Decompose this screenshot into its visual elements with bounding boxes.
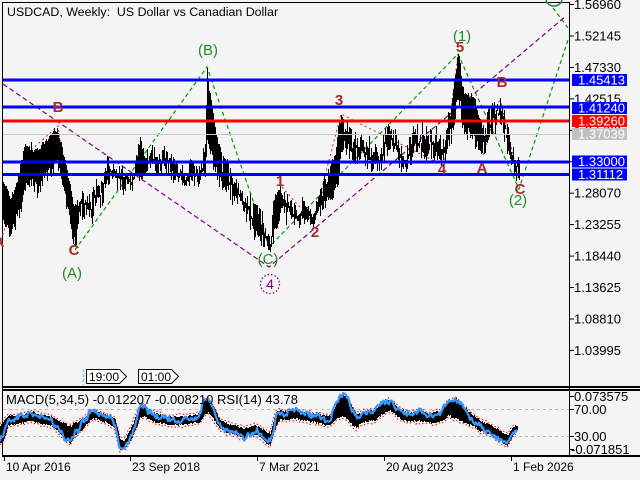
- svg-text:(1): (1): [453, 28, 471, 45]
- svg-text:10 Apr 2016: 10 Apr 2016: [6, 460, 71, 474]
- svg-text:B: B: [53, 99, 64, 116]
- svg-text:3: 3: [335, 92, 343, 109]
- svg-text:1.56960: 1.56960: [574, 0, 621, 12]
- svg-text:1.37039: 1.37039: [578, 127, 625, 142]
- svg-text:-0.071851: -0.071851: [571, 442, 630, 457]
- svg-text:19:00: 19:00: [89, 370, 119, 384]
- svg-text:23 Sep 2018: 23 Sep 2018: [132, 460, 200, 474]
- svg-text:MACD(5,34,5) -0.012207 -0.0082: MACD(5,34,5) -0.012207 -0.008210 RSI(14)…: [6, 392, 298, 407]
- svg-text:B: B: [497, 74, 508, 91]
- svg-text:1.13625: 1.13625: [574, 280, 621, 295]
- svg-text:1: 1: [276, 173, 284, 190]
- svg-text:1.39260: 1.39260: [578, 114, 625, 129]
- svg-text:USDCAD, Weekly: US Dollar vs: USDCAD, Weekly: US Dollar vs Canadian Do…: [7, 5, 278, 19]
- svg-text:20 Aug 2023: 20 Aug 2023: [386, 460, 454, 474]
- svg-text:7 Mar 2021: 7 Mar 2021: [259, 460, 320, 474]
- svg-text:1.08810: 1.08810: [574, 312, 621, 327]
- svg-text:1.47330: 1.47330: [574, 60, 621, 75]
- svg-text:1.28070: 1.28070: [574, 186, 621, 201]
- svg-text:70.00: 70.00: [574, 402, 607, 417]
- svg-text:A: A: [0, 234, 5, 251]
- svg-text:4: 4: [266, 276, 274, 292]
- svg-text:0.073575: 0.073575: [574, 389, 628, 404]
- svg-text:01:00: 01:00: [141, 370, 171, 384]
- svg-text:(A): (A): [62, 265, 82, 282]
- svg-text:1.03995: 1.03995: [574, 343, 621, 358]
- svg-text:A: A: [477, 160, 488, 177]
- svg-text:30.00: 30.00: [574, 429, 607, 444]
- svg-text:5: 5: [456, 39, 464, 56]
- svg-text:1 Feb 2026: 1 Feb 2026: [513, 460, 574, 474]
- svg-text:C: C: [69, 242, 80, 259]
- svg-text:C: C: [515, 181, 526, 198]
- svg-text:1.33000: 1.33000: [578, 154, 625, 169]
- svg-text:(B): (B): [198, 42, 218, 59]
- svg-text:1.45413: 1.45413: [578, 73, 625, 88]
- svg-text:1.31112: 1.31112: [578, 167, 623, 182]
- svg-text:1.18440: 1.18440: [574, 249, 621, 264]
- svg-text:1.41240: 1.41240: [578, 101, 625, 116]
- svg-text:4: 4: [438, 161, 447, 178]
- svg-text:1.52145: 1.52145: [574, 29, 621, 44]
- svg-text:2: 2: [311, 224, 319, 241]
- svg-text:1.23255: 1.23255: [574, 217, 621, 232]
- svg-text:(2): (2): [509, 192, 527, 209]
- svg-text:(C): (C): [258, 251, 279, 268]
